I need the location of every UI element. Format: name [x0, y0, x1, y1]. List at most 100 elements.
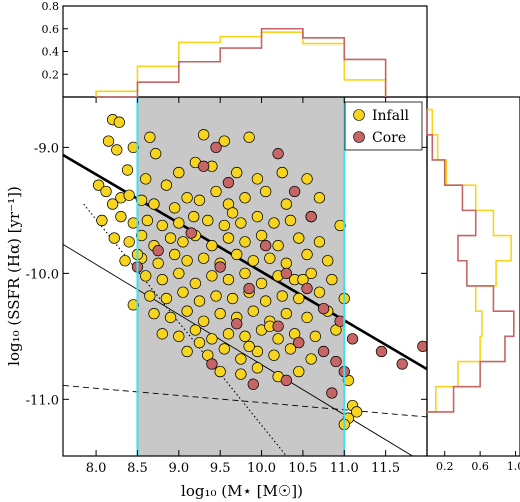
- core-point: [326, 387, 338, 399]
- core-point: [247, 378, 259, 390]
- infall-point: [239, 192, 251, 204]
- core-point: [280, 267, 293, 280]
- infall-point: [141, 214, 154, 227]
- x-tick-label: 11.0: [330, 461, 359, 476]
- infall-point: [197, 129, 210, 141]
- x-axis-label: log₁₀ (M⋆ [M☉]): [181, 482, 303, 500]
- infall-point: [276, 290, 288, 302]
- core-point: [375, 345, 388, 358]
- infall-point: [202, 214, 214, 227]
- infall-point: [293, 232, 305, 244]
- top-histogram-infall: [95, 31, 387, 97]
- infall-point: [156, 219, 168, 232]
- infall-point: [106, 198, 119, 210]
- right-x-tick-label: 0.2: [436, 460, 454, 473]
- infall-point: [284, 343, 297, 355]
- infall-point: [309, 330, 321, 342]
- infall-point: [148, 198, 160, 210]
- core-point: [214, 261, 226, 273]
- infall-point: [206, 270, 218, 282]
- legend-swatch-core: [353, 131, 365, 143]
- infall-point: [322, 255, 334, 267]
- infall-point: [206, 333, 218, 345]
- infall-point: [173, 217, 185, 229]
- right-histogram-steps: [426, 108, 515, 413]
- core-point: [231, 318, 243, 330]
- core-point: [222, 177, 235, 189]
- infall-point: [127, 299, 139, 311]
- y-tick-label: -10.0: [26, 267, 59, 282]
- fit-line-dotted: [83, 203, 287, 456]
- infall-point: [164, 232, 177, 244]
- infall-point: [235, 217, 247, 229]
- infall-point: [222, 273, 235, 286]
- infall-point: [119, 255, 131, 267]
- top-y-tick-label: 0.6: [42, 23, 60, 36]
- infall-point: [135, 229, 148, 242]
- core-point: [293, 336, 305, 349]
- infall-point: [92, 179, 105, 191]
- core-point: [272, 148, 284, 160]
- core-point: [272, 320, 284, 332]
- infall-point: [193, 336, 206, 349]
- fit-line-dashed: [63, 385, 427, 418]
- core-point: [346, 333, 359, 345]
- core-point: [301, 282, 313, 295]
- top-histogram-core: [96, 27, 387, 98]
- infall-point: [293, 292, 305, 305]
- top-histogram-ticks: 0.2 0.4 0.6 0.8: [42, 0, 68, 81]
- infall-point: [144, 131, 156, 143]
- infall-point: [222, 328, 235, 340]
- top-histogram-steps: [95, 27, 387, 98]
- infall-point: [150, 148, 162, 160]
- right-histogram: 0.2 0.6 1.0: [426, 96, 520, 473]
- infall-point: [247, 305, 259, 317]
- infall-point: [210, 185, 222, 198]
- infall-point: [197, 252, 210, 264]
- infall-point: [301, 311, 313, 324]
- infall-point: [193, 295, 206, 307]
- infall-point: [127, 217, 139, 229]
- infall-point: [313, 192, 326, 204]
- core-point: [330, 355, 342, 368]
- infall-point: [181, 192, 193, 204]
- infall-point: [188, 211, 200, 223]
- infall-point: [231, 248, 243, 261]
- core-point: [152, 245, 164, 257]
- infall-point: [111, 144, 123, 156]
- legend-label-core: Core: [372, 130, 406, 146]
- infall-point: [305, 267, 317, 280]
- infall-point: [197, 315, 210, 327]
- infall-point: [160, 179, 173, 191]
- fit-line-thin: [63, 243, 414, 456]
- core-point: [185, 227, 197, 239]
- core-point: [243, 282, 255, 295]
- infall-point: [140, 173, 152, 185]
- scatter-panel: 8.0 8.5 9.0 9.5 10.0 10.5 11.0 11.5 -9.0 -10.0 -11…: [5, 96, 428, 500]
- infall-point: [169, 202, 181, 214]
- core-point: [280, 374, 293, 387]
- x-tick-label: 11.5: [371, 461, 400, 476]
- infall-point: [218, 343, 230, 355]
- infall-point: [156, 273, 168, 286]
- right-histogram-ticks: 0.2 0.6 1.0: [436, 451, 520, 473]
- core-point: [206, 358, 218, 370]
- infall-point: [326, 273, 338, 286]
- infall-point: [231, 166, 243, 179]
- infall-point: [268, 349, 280, 361]
- core-point: [197, 160, 210, 172]
- right-x-tick-label: 1.0: [507, 460, 520, 473]
- right-histogram-infall: [427, 108, 512, 413]
- infall-point: [100, 185, 112, 198]
- infall-point: [113, 116, 125, 128]
- infall-point: [177, 236, 189, 248]
- core-point: [417, 340, 427, 353]
- infall-point: [255, 277, 268, 290]
- legend-swatch-infall: [353, 109, 365, 121]
- infall-point: [260, 185, 272, 198]
- fit-line-thick: [63, 153, 427, 371]
- infall-point: [210, 290, 222, 302]
- scatter-ticks: 8.0 8.5 9.0 9.5 10.0 10.5 11.0 11.5 -9.0 -10.0 -11…: [26, 97, 427, 476]
- x-tick-label: 8.5: [127, 461, 148, 476]
